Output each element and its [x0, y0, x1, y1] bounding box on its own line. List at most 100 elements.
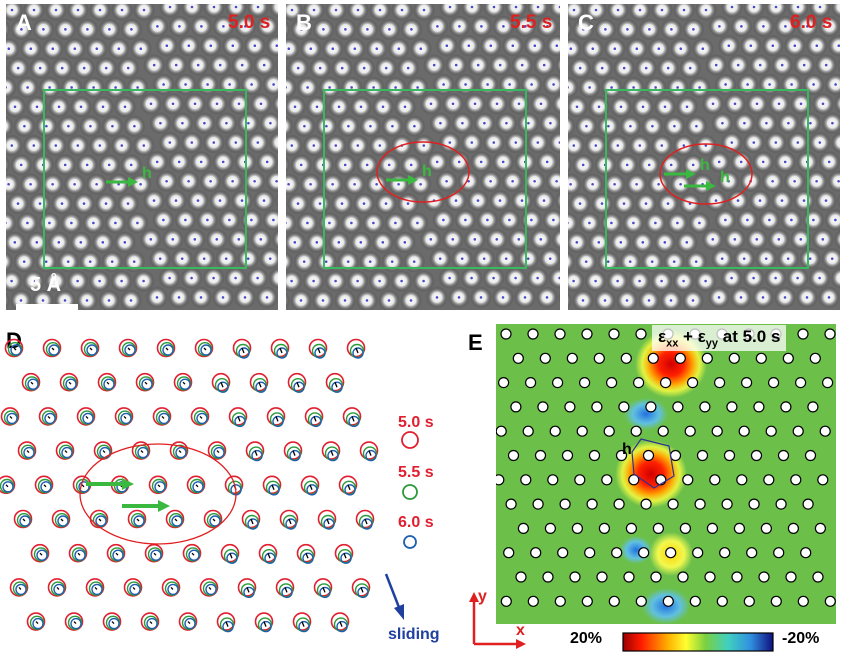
atom-center: [660, 144, 664, 147]
displacement-vector: [13, 347, 17, 351]
displacement-vector: [153, 552, 157, 556]
atom-position: [650, 571, 662, 583]
displacement-vector: [9, 415, 13, 419]
atom-column: [181, 4, 203, 18]
atom-position: [797, 595, 809, 607]
atom-center: [830, 257, 834, 260]
atom-center: [784, 25, 787, 28]
atom-center: [694, 260, 698, 263]
stem-image-b: h: [286, 4, 560, 310]
displacement-vector: [136, 518, 140, 522]
atom-center: [555, 44, 559, 48]
atom-position: [736, 474, 748, 486]
atom-center: [682, 144, 686, 147]
atom-center: [796, 141, 800, 144]
atom-center: [622, 66, 626, 70]
atom-5-0s: [194, 338, 214, 358]
atom-center: [796, 276, 799, 280]
displacement-vector: [132, 586, 136, 590]
atom-center: [774, 5, 778, 9]
atom-center: [212, 5, 216, 9]
atom-center: [581, 299, 585, 302]
atom-center: [107, 299, 111, 302]
atom-5-0s: [275, 578, 295, 597]
atom-5-0s: [127, 509, 147, 529]
atom-center: [582, 28, 585, 31]
atom-5-0s: [211, 372, 231, 392]
atom-position: [728, 352, 740, 364]
atom-position: [566, 352, 578, 364]
atom-center: [231, 179, 234, 183]
atom-column: [542, 73, 560, 96]
atom-center: [730, 5, 734, 9]
atom-center: [578, 66, 582, 70]
atom-center: [7, 47, 11, 51]
atom-center: [224, 257, 228, 260]
atom-position: [576, 425, 588, 437]
atom-5-0s: [199, 578, 219, 597]
displacement-vector: [111, 621, 115, 625]
atom-center: [129, 163, 133, 167]
atom-center: [16, 202, 20, 205]
panel-a-label: A: [16, 10, 32, 35]
atom-center: [256, 5, 260, 9]
atom-5-0s: [55, 441, 75, 460]
atom-5-0s: [165, 509, 185, 529]
atom-column: [555, 55, 560, 75]
atom-5-0s: [148, 475, 168, 495]
atom-center: [641, 241, 645, 244]
atom-6-0s: [251, 449, 263, 462]
atom-center: [174, 199, 178, 202]
atom-center: [165, 179, 168, 183]
atom-position: [669, 449, 682, 462]
displacement-vector: [157, 484, 161, 488]
atom-5-0s: [308, 338, 328, 358]
atom-6-0s: [340, 552, 352, 564]
atom-column: [568, 134, 585, 157]
atom-column: [203, 4, 225, 18]
atom-center: [387, 163, 391, 167]
atom-column: [651, 4, 673, 21]
atom-center: [600, 66, 604, 70]
displacement-vector: [106, 381, 110, 385]
atom-column: [568, 156, 573, 174]
atom-6-0s: [27, 378, 39, 390]
atom-center: [588, 86, 591, 89]
atom-center: [827, 160, 831, 164]
atom-center: [104, 202, 108, 205]
atom-position: [824, 595, 836, 607]
atom-center: [558, 5, 560, 9]
atom-center: [162, 83, 165, 86]
atom-column: [111, 4, 133, 21]
atom-6-0s: [91, 583, 103, 596]
atom-center: [38, 66, 42, 70]
atom-5-0s: [279, 509, 299, 529]
atom-center: [6, 221, 7, 225]
atom-6-0s: [162, 344, 174, 356]
atom-center: [286, 221, 287, 225]
atom-center: [749, 44, 753, 48]
atom-center: [514, 276, 517, 280]
atom-6-0s: [2, 481, 14, 493]
atom-center: [334, 279, 337, 283]
atom-position: [804, 449, 817, 462]
atom-center: [673, 124, 676, 128]
atom-6-0s: [19, 515, 31, 527]
atom-5-0s: [241, 509, 261, 529]
atom-center: [359, 241, 363, 244]
atom-center: [114, 221, 117, 225]
atom-column: [558, 20, 560, 33]
atom-center: [126, 66, 130, 70]
atom-position: [704, 571, 716, 583]
atom-center: [73, 47, 77, 51]
atom-position: [652, 522, 664, 534]
atom-5-0s: [4, 338, 24, 358]
strain-map: h: [496, 324, 836, 624]
defect-marker: h: [142, 165, 152, 182]
atom-5-0s: [26, 612, 46, 631]
atom-center: [368, 260, 372, 263]
stem-image-c: hh: [568, 4, 840, 310]
atom-position: [795, 376, 807, 389]
atom-5-0s: [258, 543, 278, 563]
atom-center: [698, 221, 701, 225]
